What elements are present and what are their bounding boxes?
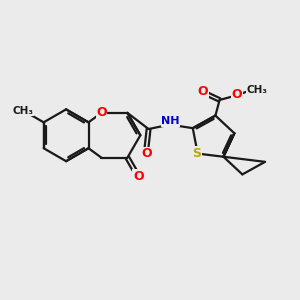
Text: O: O [197,85,208,98]
Text: O: O [141,147,152,160]
Text: NH: NH [161,116,180,126]
Text: CH₃: CH₃ [247,85,268,95]
Text: O: O [133,170,144,183]
Text: O: O [232,88,242,101]
Text: O: O [96,106,107,119]
Text: S: S [193,147,202,160]
Text: CH₃: CH₃ [13,106,34,116]
